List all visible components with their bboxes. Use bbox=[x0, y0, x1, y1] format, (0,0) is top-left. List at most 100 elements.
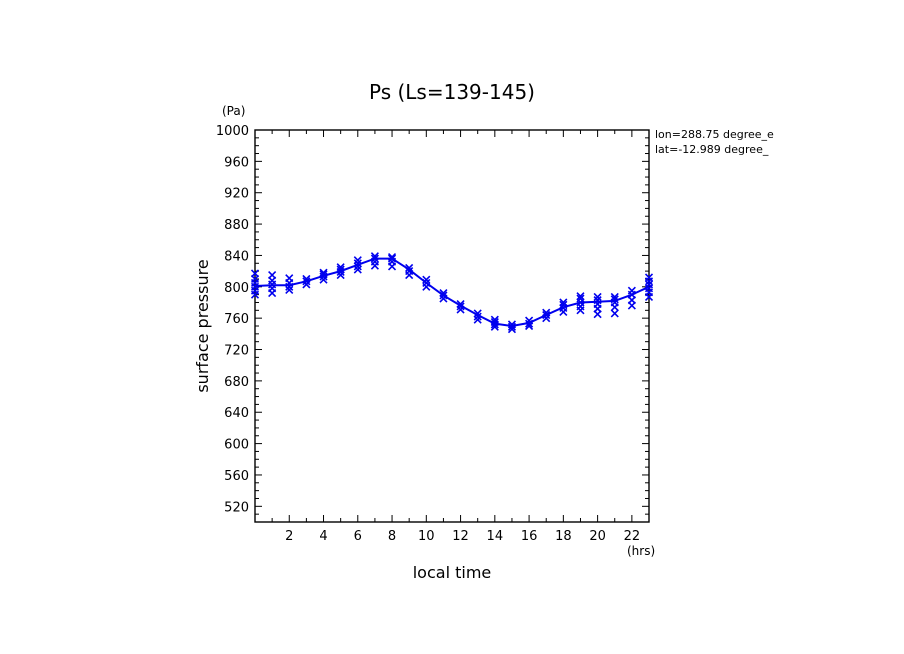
x-marker bbox=[319, 270, 328, 279]
x-marker-stroke bbox=[319, 270, 328, 279]
x-marker bbox=[405, 267, 414, 276]
x-ticks: 2 4 6 8 10 12 14 16 18 20 22 bbox=[254, 130, 650, 544]
x-marker bbox=[268, 270, 277, 280]
x-marker-stroke bbox=[593, 292, 602, 302]
x-marker bbox=[370, 252, 379, 261]
x-marker bbox=[387, 254, 397, 263]
x-marker bbox=[473, 312, 482, 321]
info-lat: lat=-12.989 degree_ bbox=[655, 143, 769, 156]
x-marker-stroke bbox=[559, 298, 568, 307]
x-marker-stroke bbox=[422, 278, 431, 287]
x-marker bbox=[507, 322, 517, 331]
y-tick-label: 560 bbox=[224, 469, 249, 484]
x-marker-stroke bbox=[473, 312, 482, 321]
x-marker bbox=[473, 315, 482, 324]
x-marker bbox=[490, 318, 499, 327]
x-marker-stroke bbox=[559, 300, 568, 309]
plot-frame bbox=[254, 129, 650, 523]
y-tick-label: 600 bbox=[224, 438, 249, 453]
x-marker bbox=[285, 285, 294, 295]
x-marker-stroke bbox=[285, 285, 294, 295]
x-marker bbox=[644, 280, 654, 289]
x-marker bbox=[336, 265, 345, 274]
x-marker-stroke bbox=[336, 263, 345, 272]
x-marker-stroke bbox=[507, 322, 517, 331]
x-tick-label: 4 bbox=[319, 529, 327, 544]
x-marker bbox=[336, 263, 345, 272]
x-marker-stroke bbox=[387, 254, 397, 263]
x-marker-stroke bbox=[353, 259, 362, 268]
y-tick-label: 640 bbox=[224, 406, 249, 421]
x-marker-stroke bbox=[576, 294, 585, 303]
x-marker bbox=[439, 289, 448, 298]
x-tick-label: 14 bbox=[487, 529, 504, 544]
x-tick-label: 22 bbox=[624, 529, 641, 544]
y-tick-label: 720 bbox=[224, 344, 249, 359]
x-unit-label: (hrs) bbox=[627, 544, 655, 558]
x-marker bbox=[285, 274, 294, 283]
x-tick-label: 12 bbox=[452, 529, 469, 544]
x-marker bbox=[456, 299, 465, 309]
x-marker bbox=[422, 278, 431, 287]
x-marker bbox=[302, 274, 311, 284]
x-marker bbox=[593, 292, 602, 302]
y-axis-label: surface pressure bbox=[193, 259, 212, 392]
x-marker bbox=[559, 300, 568, 309]
x-marker-stroke bbox=[422, 275, 431, 284]
x-marker-stroke bbox=[456, 299, 465, 309]
x-marker bbox=[405, 263, 414, 273]
x-marker-stroke bbox=[319, 268, 328, 277]
x-marker-stroke bbox=[542, 308, 551, 317]
x-marker-stroke bbox=[250, 269, 260, 278]
x-marker bbox=[353, 265, 362, 274]
x-marker-stroke bbox=[405, 267, 414, 276]
x-tick-label: 18 bbox=[555, 529, 572, 544]
x-marker-stroke bbox=[490, 315, 499, 324]
x-marker-stroke bbox=[370, 252, 379, 261]
x-marker bbox=[387, 252, 397, 262]
x-marker-stroke bbox=[610, 309, 619, 318]
x-marker bbox=[456, 302, 465, 311]
x-marker bbox=[319, 268, 328, 277]
y-tick-label: 840 bbox=[224, 249, 249, 264]
x-marker-stroke bbox=[370, 254, 379, 263]
info-lon: lon=288.75 degree_e bbox=[655, 128, 774, 141]
x-marker-stroke bbox=[285, 274, 294, 283]
x-marker bbox=[370, 254, 379, 263]
x-marker-stroke bbox=[490, 318, 499, 327]
x-axis-label: local time bbox=[413, 563, 492, 582]
x-marker-stroke bbox=[439, 291, 448, 300]
x-tick-label: 10 bbox=[418, 529, 435, 544]
x-marker bbox=[559, 298, 568, 307]
y-tick-label: 1000 bbox=[216, 124, 249, 139]
x-marker bbox=[250, 269, 260, 278]
x-marker bbox=[610, 292, 619, 302]
y-tick-label: 680 bbox=[224, 375, 249, 390]
chart-title: Ps (Ls=139-145) bbox=[369, 80, 535, 104]
x-marker bbox=[353, 262, 362, 271]
y-tick-label: 520 bbox=[224, 500, 249, 515]
x-marker-stroke bbox=[302, 277, 311, 286]
x-marker-stroke bbox=[268, 270, 277, 280]
x-marker bbox=[507, 320, 517, 329]
x-marker bbox=[610, 295, 619, 304]
x-marker bbox=[593, 296, 602, 305]
x-tick-label: 8 bbox=[388, 529, 396, 544]
y-tick-label: 880 bbox=[224, 218, 249, 233]
x-marker bbox=[439, 291, 448, 300]
x-marker bbox=[353, 259, 362, 268]
x-marker-stroke bbox=[353, 265, 362, 274]
x-marker-stroke bbox=[610, 295, 619, 304]
x-marker bbox=[422, 275, 431, 284]
plot-area bbox=[250, 252, 654, 334]
x-marker-stroke bbox=[576, 292, 585, 301]
x-marker-stroke bbox=[387, 252, 397, 262]
x-marker-stroke bbox=[593, 296, 602, 305]
x-marker bbox=[576, 294, 585, 303]
x-marker-stroke bbox=[610, 292, 619, 302]
x-marker-stroke bbox=[336, 265, 345, 274]
x-marker-stroke bbox=[439, 289, 448, 298]
x-marker-stroke bbox=[353, 256, 362, 265]
x-marker-stroke bbox=[644, 280, 654, 289]
